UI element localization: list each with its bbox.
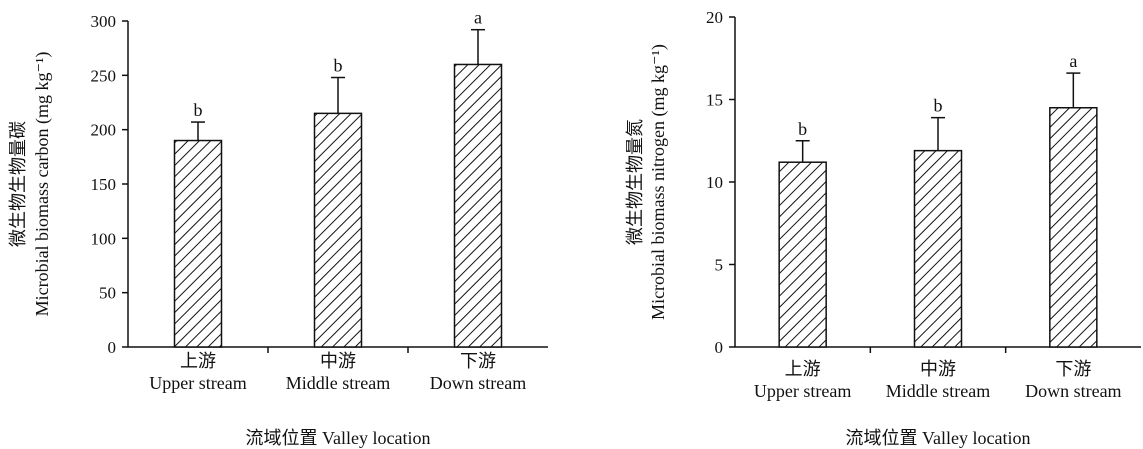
y-tick-label: 15 (706, 91, 723, 110)
x-category-label-en: Middle stream (886, 381, 990, 401)
x-category-label-en: Upper stream (149, 373, 246, 393)
significance-letter: b (194, 100, 203, 120)
significance-letter: b (798, 119, 807, 139)
y-tick-label: 50 (99, 284, 116, 303)
bar (778, 161, 827, 348)
y-tick-label: 250 (91, 66, 117, 85)
x-category-label-en: Middle stream (286, 373, 390, 393)
y-axis-title-zh: 微生物生物量碳 (8, 121, 28, 247)
x-category-label-zh: 下游 (1055, 359, 1091, 379)
y-tick-label: 0 (715, 338, 724, 357)
x-category-label-zh: 下游 (460, 351, 496, 371)
y-axis-title-en: Microbial biomass carbon (mg kg⁻¹) (32, 52, 53, 317)
y-tick-label: 5 (715, 256, 724, 275)
x-category-label-zh: 中游 (920, 359, 956, 379)
x-category-label-en: Down stream (430, 373, 526, 393)
bar (173, 139, 223, 348)
x-category-label-en: Down stream (1025, 381, 1121, 401)
significance-letter: b (934, 96, 943, 116)
bar (453, 63, 503, 348)
x-category-label-en: Upper stream (754, 381, 851, 401)
x-axis-title: 流域位置 Valley location (846, 428, 1031, 448)
y-tick-label: 200 (91, 121, 117, 140)
x-category-label-zh: 上游 (180, 351, 216, 371)
y-tick-label: 300 (91, 12, 117, 31)
y-tick-label: 20 (706, 8, 723, 27)
y-tick-label: 10 (706, 173, 723, 192)
y-tick-label: 150 (91, 175, 117, 194)
x-axis-title: 流域位置 Valley location (246, 428, 431, 448)
bar (1049, 107, 1098, 348)
x-category-label-zh: 上游 (785, 359, 821, 379)
y-axis-title-zh: 微生物生物量氮 (625, 119, 645, 245)
y-tick-label: 0 (108, 338, 117, 357)
y-axis-title-en: Microbial biomass nitrogen (mg kg⁻¹) (648, 44, 669, 320)
significance-letter: a (474, 8, 482, 28)
significance-letter: b (334, 56, 343, 76)
bar (913, 149, 963, 348)
significance-letter: a (1069, 51, 1077, 71)
bar (313, 112, 363, 348)
x-category-label-zh: 中游 (320, 351, 356, 371)
y-tick-label: 100 (91, 229, 117, 248)
